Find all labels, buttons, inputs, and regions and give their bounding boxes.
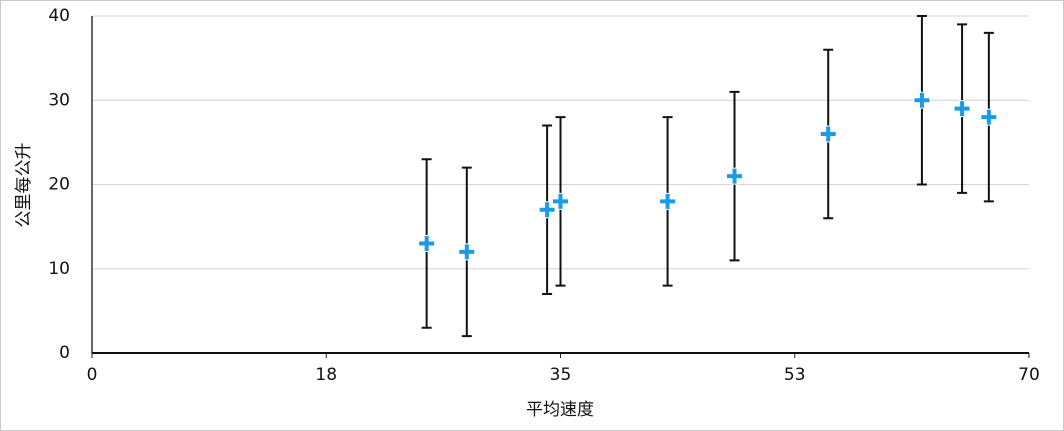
y-tick-label: 40 bbox=[48, 6, 70, 26]
x-tick-label: 70 bbox=[1018, 365, 1040, 385]
point bbox=[418, 234, 436, 252]
x-tick-label: 0 bbox=[87, 365, 98, 385]
point bbox=[819, 125, 837, 143]
x-axis-label: 平均速度 bbox=[526, 400, 594, 420]
point bbox=[913, 91, 931, 109]
y-tick-label: 30 bbox=[48, 90, 70, 110]
y-tick-label: 20 bbox=[48, 175, 70, 195]
y-tick-label: 10 bbox=[48, 259, 70, 279]
point bbox=[552, 192, 569, 210]
point bbox=[980, 108, 998, 126]
x-tick-label: 35 bbox=[550, 365, 572, 385]
x-tick-label: 18 bbox=[315, 365, 337, 385]
y-axis-label: 公里每公升 bbox=[14, 143, 34, 228]
x-tick-label: 53 bbox=[784, 365, 806, 385]
point bbox=[458, 243, 476, 261]
y-tick-label: 0 bbox=[59, 343, 70, 363]
point bbox=[953, 100, 971, 118]
point bbox=[538, 201, 556, 219]
point bbox=[726, 167, 744, 185]
point bbox=[659, 192, 677, 210]
